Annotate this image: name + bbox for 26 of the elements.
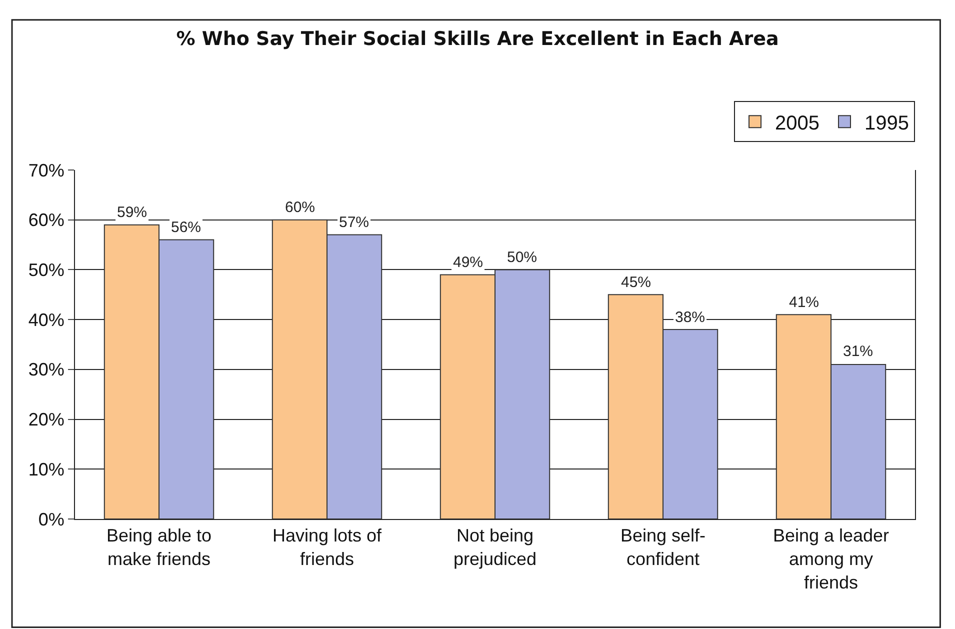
x-tick-label: Having lots of friends xyxy=(272,526,383,569)
y-tick-label: 10% xyxy=(28,459,64,480)
x-tick-label: Being a leader among my friends xyxy=(772,526,890,592)
data-label: 60% xyxy=(285,199,316,216)
y-tick-label: 0% xyxy=(38,509,64,530)
y-tick-label: 40% xyxy=(28,310,64,330)
y-tick-label: 70% xyxy=(28,160,64,180)
data-label: 31% xyxy=(843,343,874,360)
y-tick-label: 20% xyxy=(28,410,64,430)
data-label: 59% xyxy=(117,204,148,221)
data-label: 45% xyxy=(621,274,652,291)
y-tick-label: 30% xyxy=(28,360,64,380)
data-label: 50% xyxy=(507,249,538,266)
data-label: 49% xyxy=(453,254,484,271)
x-tick-label: Not being prejudiced xyxy=(453,526,537,569)
legend-label: 1995 xyxy=(864,112,909,134)
data-label: 38% xyxy=(675,309,706,326)
data-label: 41% xyxy=(789,294,820,311)
legend-label: 2005 xyxy=(775,112,820,134)
chart-title: % Who Say Their Social Skills Are Excellent in Each Area xyxy=(176,28,779,50)
y-tick-label: 60% xyxy=(28,210,64,230)
data-label: 56% xyxy=(171,219,202,236)
x-tick-label: Being self-confident xyxy=(620,526,706,569)
data-label: 57% xyxy=(339,214,370,231)
x-tick-label: Being able to make friends xyxy=(106,526,212,569)
y-tick-label: 50% xyxy=(28,260,64,280)
